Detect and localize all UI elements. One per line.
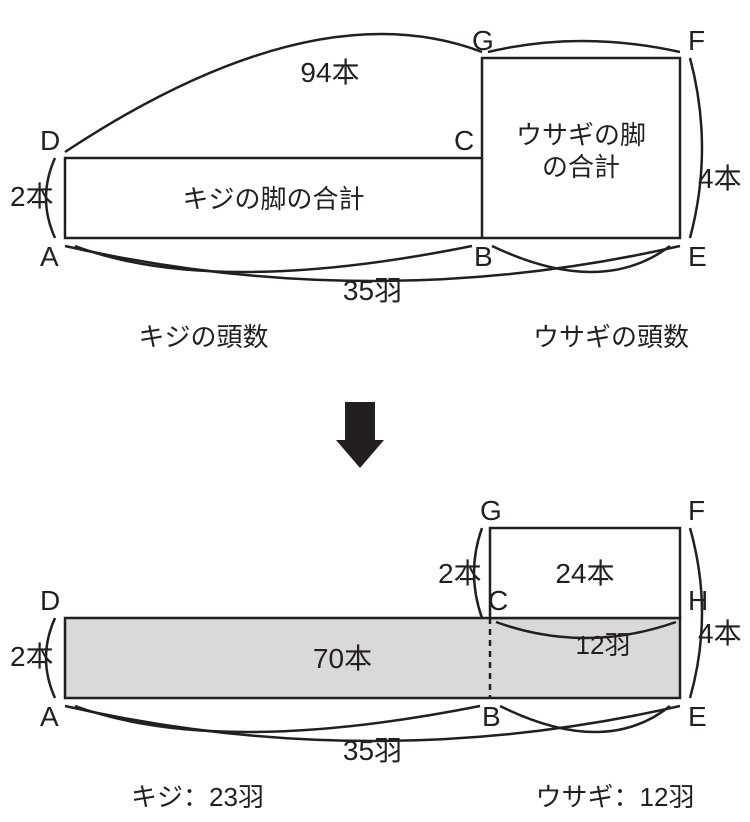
point2-G: G: [480, 495, 502, 526]
right-height-2: 4本: [698, 618, 742, 649]
point2-A: A: [40, 701, 59, 732]
point-F: F: [688, 25, 705, 56]
kiji-box-label: キジの脚の合計: [182, 184, 364, 214]
point-D: D: [40, 125, 60, 156]
arrow-down-icon: [336, 402, 384, 468]
kiji-result: キジ：23羽: [131, 782, 264, 812]
usagi-box-label-2: の合計: [542, 152, 620, 182]
upper-box-label: 24本: [555, 558, 614, 589]
point-E: E: [688, 241, 707, 272]
point2-D: D: [40, 585, 60, 616]
point-A: A: [40, 241, 59, 272]
top-arc-label: 94本: [300, 57, 359, 88]
diagram-svg: ABEDCGF2本4本94本35羽キジの頭数ウサギの頭数キジの脚の合計ウサギの脚…: [0, 0, 750, 822]
usagi-result: ウサギ：12羽: [536, 782, 695, 812]
usagi-head-label: ウサギの頭数: [533, 322, 689, 352]
left-height-2: 2本: [10, 641, 54, 672]
point2-F: F: [688, 495, 705, 526]
point2-C: C: [488, 585, 508, 616]
point2-E: E: [688, 701, 707, 732]
point2-B: B: [482, 701, 501, 732]
twelve-label: 12羽: [576, 630, 631, 660]
right-height: 4本: [698, 163, 742, 194]
bottom-arc-label: 35羽: [343, 275, 402, 306]
left-height: 2本: [10, 181, 54, 212]
point2-H: H: [688, 585, 708, 616]
shaded-label: 70本: [313, 643, 372, 674]
point-B: B: [474, 241, 493, 272]
kiji-head-label: キジの頭数: [138, 322, 268, 352]
point-C: C: [454, 125, 474, 156]
usagi-box-label-1: ウサギの脚: [516, 120, 646, 150]
gc-height: 2本: [438, 558, 482, 589]
bottom-arc-label-2: 35羽: [343, 735, 402, 766]
